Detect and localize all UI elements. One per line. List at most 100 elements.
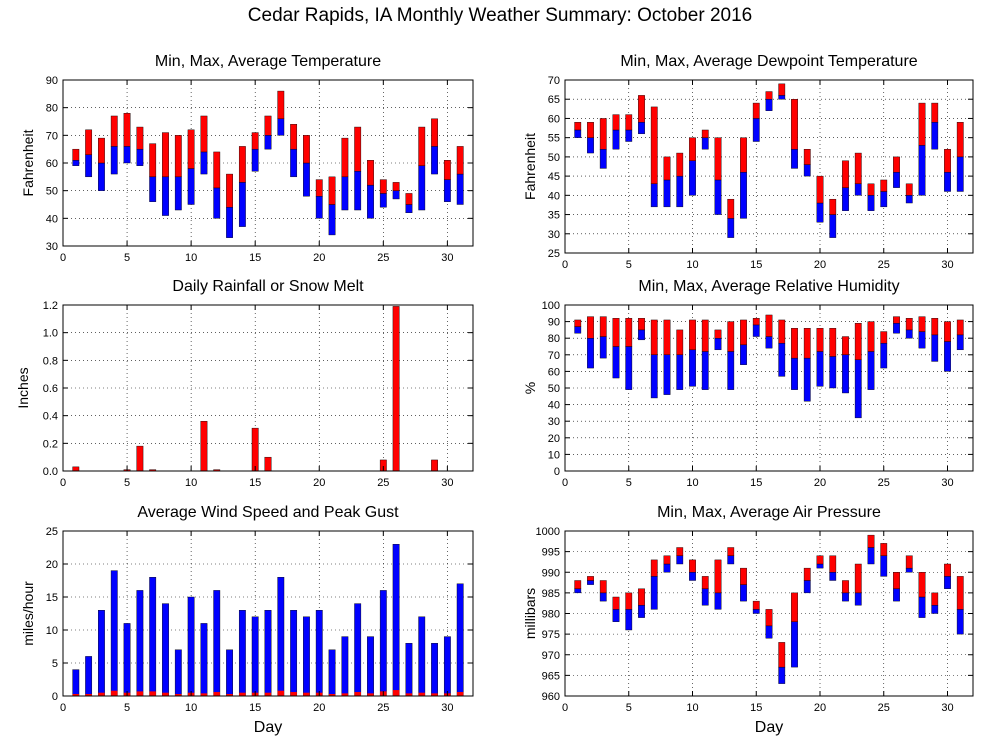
lower-bar [574,129,582,138]
upper-bar [867,321,875,352]
lower-bar [816,563,824,569]
upper-bar [663,555,671,565]
x-tick-label: 5 [124,252,130,264]
lower-bar [791,621,798,668]
upper-bar [956,319,964,336]
x-tick-label: 10 [185,702,197,714]
avg-wind-bar [277,690,285,696]
y-tick-label: 10 [46,625,58,637]
upper-bar [803,328,811,359]
lower-bar [149,176,157,202]
x-tick-label: 30 [441,702,453,714]
y-tick-label: 10 [548,449,560,461]
upper-bar [574,122,582,131]
x-tick-label: 30 [441,252,453,264]
gust-bar [443,636,451,697]
lower-bar [842,354,849,394]
rain-bar [136,445,144,472]
y-axis-label: Fahrenheit [522,133,538,200]
lower-bar [213,187,221,219]
lower-bar [676,555,684,565]
avg-wind-bar [136,691,144,696]
y-tick-label: 65 [548,94,560,106]
y-tick-label: 50 [46,186,58,198]
avg-wind-bar [213,692,220,696]
lower-bar [893,323,900,334]
lower-bar [956,609,964,635]
upper-bar [791,328,798,359]
gust-bar [315,610,323,697]
y-tick-label: 990 [542,567,560,579]
bar-series [574,534,964,684]
x-tick-label: 0 [60,702,66,714]
upper-bar [918,572,926,598]
upper-bar [264,115,272,136]
lower-bar [778,95,786,100]
lower-bar [72,160,80,166]
lower-bar [612,129,620,150]
lower-bar [727,351,735,390]
upper-bar [842,160,849,188]
upper-bar [854,563,862,594]
rain-bar [251,427,259,472]
upper-bar [701,319,709,352]
upper-bar [778,83,786,96]
lower-bar [290,148,298,178]
lower-bar [931,334,939,362]
upper-bar [880,543,888,556]
lower-bar [893,588,900,602]
lower-bar [431,146,438,175]
gust-bar [123,623,131,697]
x-tick-label: 30 [941,259,953,271]
lower-bar [587,580,594,585]
lower-bar [918,145,926,196]
y-tick-label: 80 [548,333,560,345]
upper-bar [689,559,696,573]
lower-bar [740,172,747,219]
x-axis-label: Day [254,719,282,736]
avg-wind-bar [175,694,182,696]
upper-bar [778,319,786,344]
upper-bar [931,318,939,336]
lower-bar [740,584,747,602]
chart-title: Min, Max, Average Temperature [155,53,381,70]
y-tick-label: 70 [548,75,560,87]
lower-bar [638,122,645,135]
upper-bar [918,316,926,332]
upper-bar [367,160,374,186]
upper-bar [162,132,169,178]
lower-bar [174,176,182,211]
lower-bar [650,183,658,208]
upper-bar [574,580,582,589]
lower-bar [829,214,837,238]
y-tick-label: 0.4 [43,411,58,423]
lower-bar [341,176,349,211]
upper-bar [752,318,760,326]
y-tick-label: 50 [548,383,560,395]
avg-wind-bar [392,690,400,696]
upper-bar [72,148,80,161]
upper-bar [893,572,900,589]
avg-wind-bar [328,694,336,696]
upper-bar [816,328,824,352]
y-tick-label: 25 [46,526,58,538]
chart-title: Min, Max, Average Relative Humidity [638,278,899,295]
lower-bar [663,179,671,208]
avg-wind-bar [367,693,374,696]
lower-bar [778,666,786,684]
y-tick-label: 60 [46,158,58,170]
upper-bar [315,179,323,197]
upper-bar [213,151,221,189]
upper-bar [701,129,709,138]
lower-bar [854,359,862,419]
upper-bar [200,115,208,153]
gust-bar [251,616,259,697]
upper-bar [931,592,939,606]
upper-bar [842,580,849,594]
upper-bar [816,555,824,565]
lower-bar [893,172,900,188]
lower-bar [663,563,671,573]
upper-bar [663,319,671,356]
x-tick-label: 10 [185,252,197,264]
lower-bar [251,148,259,172]
